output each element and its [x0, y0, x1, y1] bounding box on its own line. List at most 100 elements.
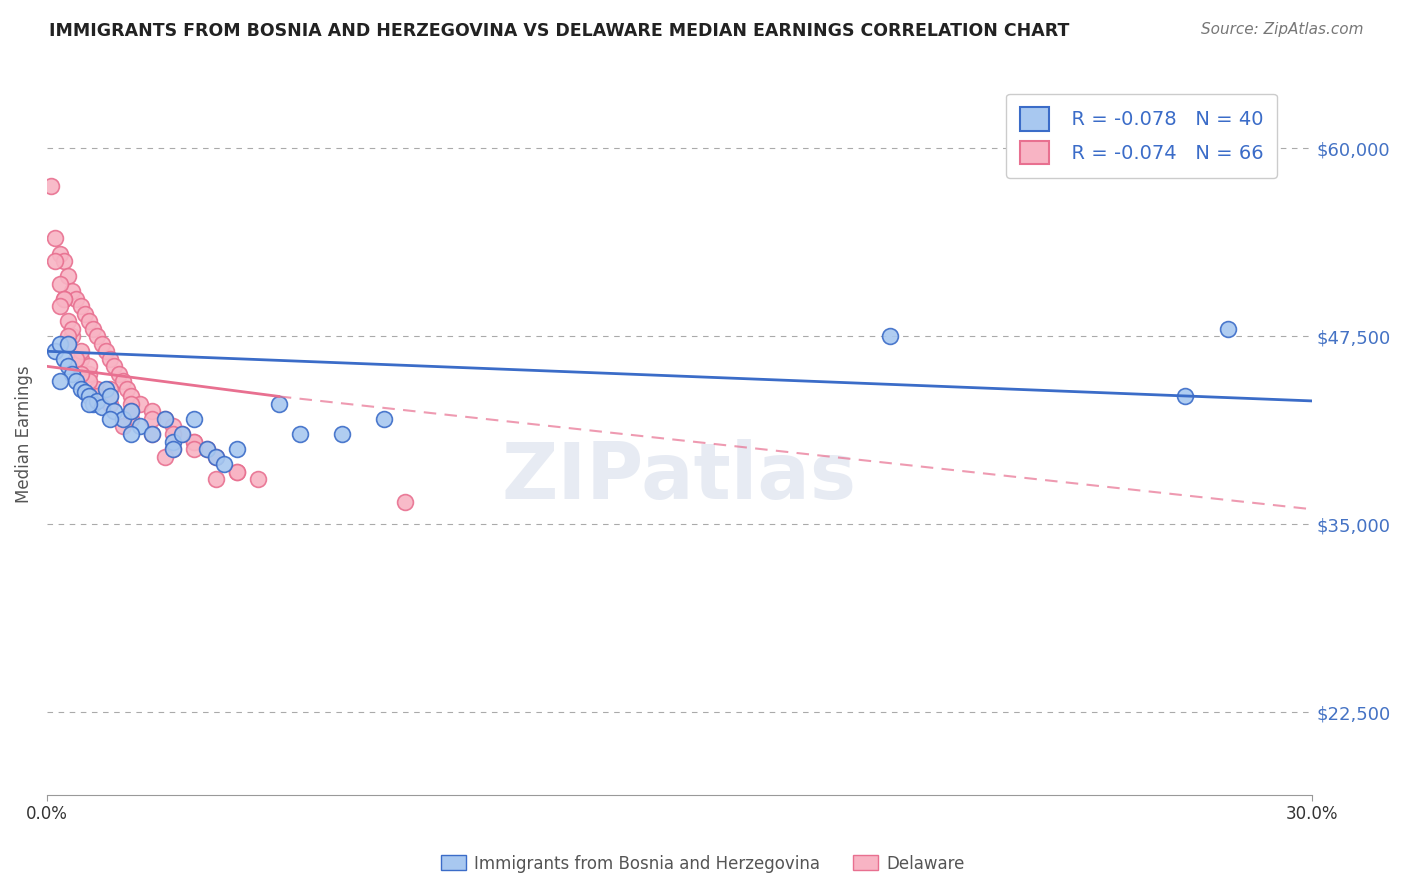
Point: [52, 292, 75, 306]
Point: [141, 427, 163, 442]
Point: [111, 419, 134, 434]
Point: [73, 307, 96, 321]
Point: [330, 427, 353, 442]
Point: [44, 254, 66, 268]
Point: [65, 351, 87, 366]
Point: [879, 329, 901, 343]
Point: [69, 351, 91, 366]
Point: [77, 375, 100, 389]
Point: [73, 384, 96, 399]
Point: [69, 299, 91, 313]
Point: [120, 404, 142, 418]
Legend:   R = -0.078   N = 40,   R = -0.074   N = 66: R = -0.078 N = 40, R = -0.074 N = 66: [1007, 94, 1277, 178]
Point: [120, 427, 142, 442]
Point: [267, 397, 290, 411]
Point: [82, 322, 104, 336]
Point: [86, 382, 108, 396]
Point: [183, 434, 205, 449]
Point: [111, 412, 134, 426]
Point: [77, 389, 100, 403]
Point: [56, 336, 79, 351]
Point: [212, 457, 235, 471]
Point: [65, 375, 87, 389]
Point: [56, 268, 79, 283]
Point: [195, 442, 218, 456]
Point: [120, 404, 142, 418]
Point: [60, 284, 83, 298]
Point: [141, 427, 163, 442]
Point: [373, 412, 395, 426]
Point: [60, 367, 83, 381]
Point: [48, 336, 70, 351]
Text: IMMIGRANTS FROM BOSNIA AND HERZEGOVINA VS DELAWARE MEDIAN EARNINGS CORRELATION C: IMMIGRANTS FROM BOSNIA AND HERZEGOVINA V…: [49, 22, 1070, 40]
Point: [48, 375, 70, 389]
Point: [162, 427, 184, 442]
Point: [288, 427, 311, 442]
Point: [246, 472, 269, 486]
Point: [162, 419, 184, 434]
Point: [86, 389, 108, 403]
Point: [90, 336, 112, 351]
Point: [52, 254, 75, 268]
Point: [162, 434, 184, 449]
Point: [162, 442, 184, 456]
Point: [170, 427, 193, 442]
Point: [225, 465, 247, 479]
Point: [98, 397, 121, 411]
Point: [48, 299, 70, 313]
Point: [94, 344, 117, 359]
Point: [225, 442, 247, 456]
Point: [56, 314, 79, 328]
Point: [128, 397, 150, 411]
Point: [115, 382, 138, 396]
Point: [98, 389, 121, 403]
Point: [48, 246, 70, 260]
Point: [107, 367, 129, 381]
Text: ZIPatlas: ZIPatlas: [502, 440, 856, 516]
Point: [204, 450, 226, 464]
Point: [1174, 389, 1197, 403]
Point: [86, 393, 108, 408]
Point: [98, 351, 121, 366]
Point: [65, 292, 87, 306]
Point: [52, 292, 75, 306]
Point: [204, 450, 226, 464]
Point: [77, 359, 100, 374]
Point: [90, 400, 112, 414]
Point: [48, 277, 70, 291]
Point: [204, 472, 226, 486]
Point: [120, 389, 142, 403]
Point: [153, 412, 176, 426]
Point: [225, 465, 247, 479]
Point: [77, 314, 100, 328]
Point: [77, 367, 100, 381]
Point: [56, 329, 79, 343]
Point: [56, 336, 79, 351]
Point: [60, 322, 83, 336]
Point: [77, 397, 100, 411]
Point: [98, 382, 121, 396]
Point: [86, 329, 108, 343]
Point: [111, 375, 134, 389]
Point: [128, 419, 150, 434]
Legend: Immigrants from Bosnia and Herzegovina, Delaware: Immigrants from Bosnia and Herzegovina, …: [434, 848, 972, 880]
Point: [94, 382, 117, 396]
Point: [44, 231, 66, 245]
Point: [103, 359, 125, 374]
Text: Source: ZipAtlas.com: Source: ZipAtlas.com: [1201, 22, 1364, 37]
Point: [162, 442, 184, 456]
Point: [170, 427, 193, 442]
Point: [153, 412, 176, 426]
Point: [39, 178, 62, 193]
Point: [69, 367, 91, 381]
Point: [56, 359, 79, 374]
Point: [98, 412, 121, 426]
Y-axis label: Median Earnings: Median Earnings: [15, 365, 32, 503]
Point: [153, 450, 176, 464]
Point: [98, 389, 121, 403]
Point: [183, 434, 205, 449]
Point: [69, 382, 91, 396]
Point: [183, 442, 205, 456]
Point: [120, 412, 142, 426]
Point: [69, 344, 91, 359]
